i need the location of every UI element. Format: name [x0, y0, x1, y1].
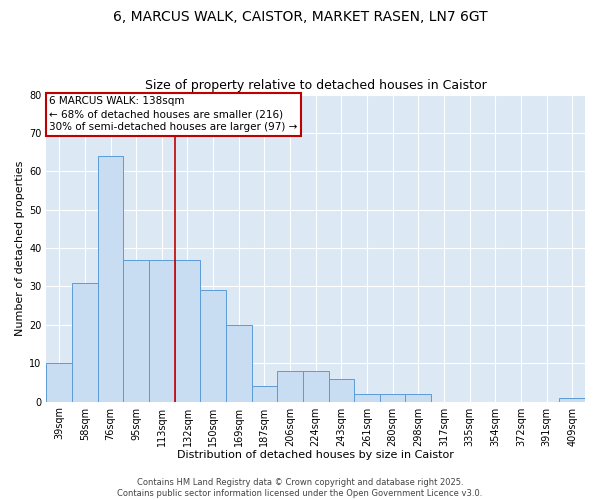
Bar [72, 282, 98, 402]
Bar [380, 394, 406, 402]
Text: 6, MARCUS WALK, CAISTOR, MARKET RASEN, LN7 6GT: 6, MARCUS WALK, CAISTOR, MARKET RASEN, L… [113, 10, 487, 24]
Bar [303, 371, 329, 402]
Bar [251, 386, 277, 402]
Bar [175, 260, 200, 402]
Bar [406, 394, 431, 402]
Bar [200, 290, 226, 402]
Bar [354, 394, 380, 402]
Bar [149, 260, 175, 402]
Bar [124, 260, 149, 402]
Title: Size of property relative to detached houses in Caistor: Size of property relative to detached ho… [145, 79, 487, 92]
Y-axis label: Number of detached properties: Number of detached properties [15, 160, 25, 336]
Bar [46, 363, 72, 402]
Text: Contains HM Land Registry data © Crown copyright and database right 2025.
Contai: Contains HM Land Registry data © Crown c… [118, 478, 482, 498]
Text: 6 MARCUS WALK: 138sqm
← 68% of detached houses are smaller (216)
30% of semi-det: 6 MARCUS WALK: 138sqm ← 68% of detached … [49, 96, 298, 132]
Bar [559, 398, 585, 402]
Bar [329, 378, 354, 402]
X-axis label: Distribution of detached houses by size in Caistor: Distribution of detached houses by size … [177, 450, 454, 460]
Bar [226, 325, 251, 402]
Bar [277, 371, 303, 402]
Bar [98, 156, 124, 402]
